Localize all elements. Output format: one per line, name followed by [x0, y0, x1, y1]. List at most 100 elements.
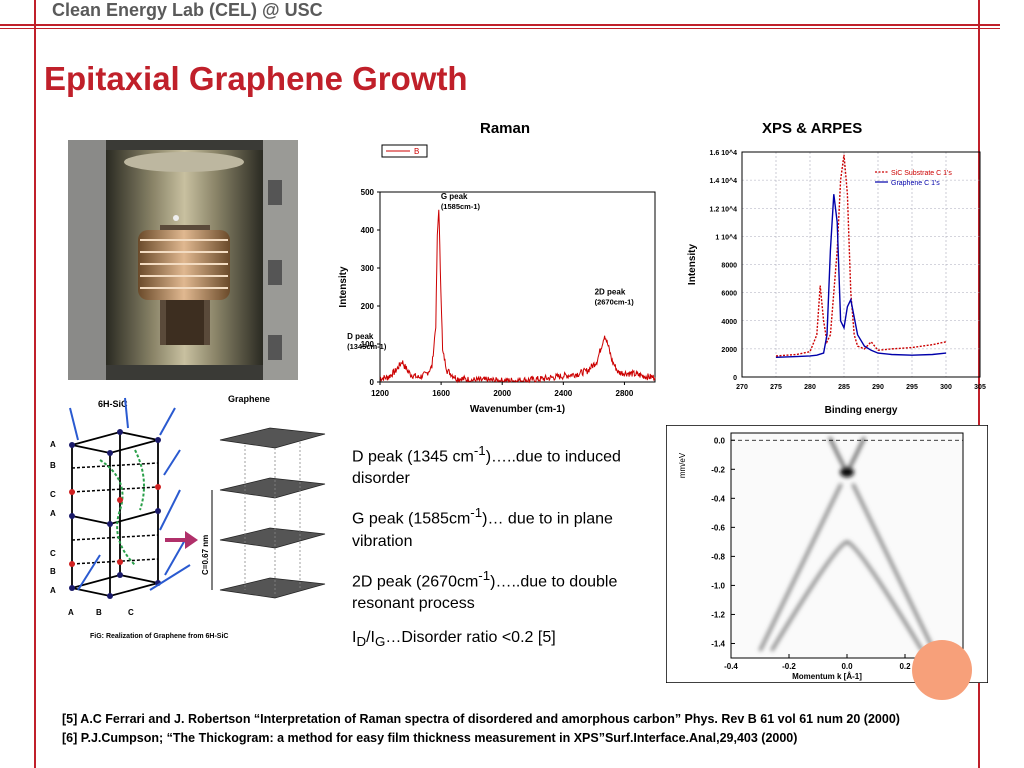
decorative-circle — [912, 640, 972, 700]
xps-ytick-label: 8000 — [721, 263, 737, 270]
raman-xtick-label: 1200 — [371, 389, 389, 398]
layer-label: A — [50, 509, 56, 518]
raman-annotation: 2D peak — [595, 288, 626, 297]
raman-ytick-label: 500 — [361, 188, 375, 197]
raman-annotation-sub: (1585cm-1) — [441, 202, 481, 211]
xps-legend-label: SiC Substrate C 1's — [891, 170, 952, 177]
xps-ytick-label: 6000 — [721, 291, 737, 298]
xps-ytick-label: 1.2 10^4 — [710, 205, 738, 213]
raman-title: Raman — [480, 120, 531, 137]
arpes-band-cone — [758, 483, 936, 652]
arpes-ytick-label: -0.2 — [711, 465, 725, 474]
arpes-xtick-label: -0.4 — [724, 662, 738, 671]
reference-5: [5] A.C Ferrari and J. Robertson “Interp… — [62, 712, 900, 726]
arpes-ytick-label: -1.4 — [711, 639, 725, 648]
raman-plot-frame — [379, 191, 656, 383]
arpes-bands — [758, 436, 936, 652]
layer-label: C — [50, 549, 56, 558]
arpes-xtick-label: 0.2 — [899, 662, 911, 671]
arpes-chart: 0.0 -0.2 -0.4 -0.6 -0.8 -1.0 -1.2 -1.4 -0.4 -0.2 0… — [666, 425, 988, 683]
xps-legend-label: Graphene C 1's — [891, 180, 940, 187]
arpes-ytick-label: -1.2 — [711, 610, 725, 619]
xps-ytick-label: 4000 — [721, 319, 737, 326]
arpes-band-lower — [770, 540, 924, 652]
graphene-label: Graphene — [228, 394, 270, 404]
raman-ytick-label: 0 — [370, 378, 375, 387]
xps-ytick-label: 0 — [733, 375, 737, 382]
thickness-label: C=0.67 nm — [201, 535, 210, 575]
raman-annotation-sub: (2670cm-1) — [595, 298, 635, 307]
note-2d-peak: 2D peak (2670cm-1)…..due to double reson… — [352, 567, 618, 612]
raman-xtick-label: 2800 — [616, 389, 634, 398]
xps-xtick-label: 275 — [770, 384, 782, 391]
xps-xtick-label: 270 — [736, 384, 748, 391]
xps-xtick-label: 280 — [804, 384, 816, 391]
layer-label: A — [50, 440, 56, 449]
note-g-peak: G peak (1585cm-1)… due to in plane vibra… — [352, 505, 613, 550]
arpes-ytick-label: -1.0 — [711, 581, 725, 590]
xps-xtick-label: 305 — [974, 384, 986, 391]
layer-label: C — [50, 490, 56, 499]
left-border-line — [34, 0, 36, 768]
raman-chart: B 0 100 200 300 400 500 1200 1600 2000 2400 2800 Wa… — [338, 144, 656, 415]
raman-annotation: D peak — [347, 332, 374, 341]
sic-label: 6H-SiC — [98, 399, 128, 409]
xps-ytick-label: 1.4 10^4 — [710, 177, 738, 185]
header-rule-bottom — [0, 28, 1000, 29]
raman-xtick-label: 1600 — [432, 389, 450, 398]
raman-ytick-label: 400 — [361, 226, 375, 235]
note-ratio: ID/IG…Disorder ratio <0.2 [5] — [352, 628, 556, 650]
xps-xtick-label: 300 — [940, 384, 952, 391]
raman-annotation-sub: (1345cm-1) — [347, 342, 387, 351]
xps-ytick-label: 1 10^4 — [715, 233, 737, 241]
slide-title: Epitaxial Graphene Growth — [44, 60, 468, 97]
xps-title: XPS & ARPES — [762, 120, 863, 137]
raman-ytick-label: 300 — [361, 264, 375, 273]
xps-chart: 0 2000 4000 6000 8000 1 10^4 1.2 10^4 1.4 10^4 1… — [687, 149, 986, 416]
raman-xlabel: Wavenumber (cm-1) — [470, 404, 565, 415]
xps-ylabel: Intensity — [687, 244, 698, 286]
arpes-plot-frame — [730, 432, 964, 659]
header-rule-top — [0, 24, 1000, 26]
raman-annotation: G peak — [441, 192, 468, 201]
raman-xtick-label: 2000 — [493, 389, 511, 398]
xps-xtick-label: 295 — [906, 384, 918, 391]
arpes-xlabel: Momentum k [Å-1] — [792, 672, 862, 681]
arpes-ytick-label: -0.8 — [711, 552, 725, 561]
peak-notes: D peak (1345 cm-1)…..due to induced diso… — [352, 440, 662, 665]
arpes-xtick-label: -0.2 — [782, 662, 796, 671]
xps-plot-frame — [741, 151, 981, 378]
arpes-ytick-label: -0.6 — [711, 523, 725, 532]
arpes-ytick-label: -0.4 — [711, 494, 725, 503]
raman-ytick-label: 200 — [361, 302, 375, 311]
reference-6: [6] P.J.Cumpson; “The Thickogram: a meth… — [62, 731, 798, 745]
xps-series-line — [775, 194, 947, 358]
bottom-axis-label: C — [128, 608, 134, 617]
xps-xtick-label: 290 — [872, 384, 884, 391]
crystal-caption: FiG: Realization of Graphene from 6H-SiC — [90, 633, 228, 640]
arpes-xtick-label: 0.0 — [841, 662, 853, 671]
raman-series-line — [379, 209, 656, 384]
xps-series-line — [775, 154, 947, 357]
xps-ytick-label: 2000 — [721, 347, 737, 354]
xps-xtick-label: 285 — [838, 384, 850, 391]
bottom-axis-label: A — [68, 608, 74, 617]
xps-ytick-label: 1.6 10^4 — [710, 149, 738, 157]
growth-chamber-photo — [68, 140, 298, 380]
header-text: Clean Energy Lab (CEL) @ USC — [52, 0, 323, 20]
arpes-ylabel: mm/eV — [678, 452, 687, 478]
raman-legend-label: B — [414, 147, 419, 156]
raman-ytick-label: 100 — [361, 340, 375, 349]
right-border-line — [978, 0, 980, 768]
layer-label: B — [50, 461, 56, 470]
arpes-ytick-label: 0.0 — [714, 436, 726, 445]
layer-label: A — [50, 586, 56, 595]
references: [5] A.C Ferrari and J. Robertson “Interp… — [62, 710, 900, 748]
bottom-axis-label: B — [96, 608, 102, 617]
layer-label: B — [50, 567, 56, 576]
note-d-peak: D peak (1345 cm-1)…..due to induced diso… — [352, 443, 621, 488]
xps-xlabel: Binding energy — [825, 405, 898, 416]
arpes-dirac-point — [840, 467, 854, 478]
raman-xtick-label: 2400 — [554, 389, 572, 398]
